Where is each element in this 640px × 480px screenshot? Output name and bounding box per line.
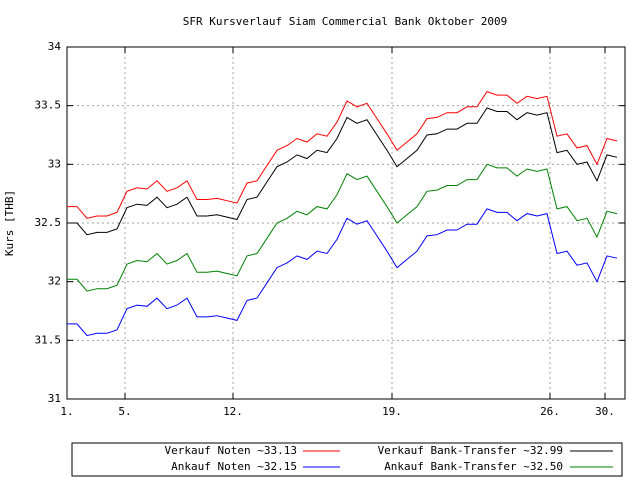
y-tick-label: 31	[48, 392, 61, 405]
series-line	[67, 208, 618, 337]
x-tick-label: 30.	[595, 405, 615, 418]
x-tick-label: 26.	[540, 405, 560, 418]
chart-title: SFR Kursverlauf Siam Commercial Bank Okt…	[183, 15, 508, 28]
legend-box	[71, 442, 623, 477]
series-line	[67, 163, 618, 292]
legend-label: Ankauf Noten ~32.15	[171, 460, 297, 473]
x-tick-label: 5.	[118, 405, 131, 418]
x-tick-label: 1.	[60, 405, 73, 418]
legend-label: Verkauf Noten ~33.13	[165, 444, 297, 457]
y-tick-label: 31.5	[35, 333, 62, 346]
x-tick-label: 12.	[223, 405, 243, 418]
x-tick-label: 19.	[382, 405, 402, 418]
series-line	[67, 107, 618, 236]
legend-label: Verkauf Bank-Transfer ~32.99	[378, 444, 563, 457]
series-line	[67, 90, 618, 219]
y-tick-label: 32	[48, 275, 61, 288]
y-tick-label: 33.5	[35, 99, 62, 112]
y-tick-label: 34	[48, 40, 62, 53]
y-tick-label: 33	[48, 157, 61, 170]
legend-label: Ankauf Bank-Transfer ~32.50	[384, 460, 563, 473]
y-tick-label: 32.5	[35, 216, 62, 229]
y-axis-label: Kurs [THB]	[3, 190, 16, 256]
plot-border	[66, 46, 626, 400]
